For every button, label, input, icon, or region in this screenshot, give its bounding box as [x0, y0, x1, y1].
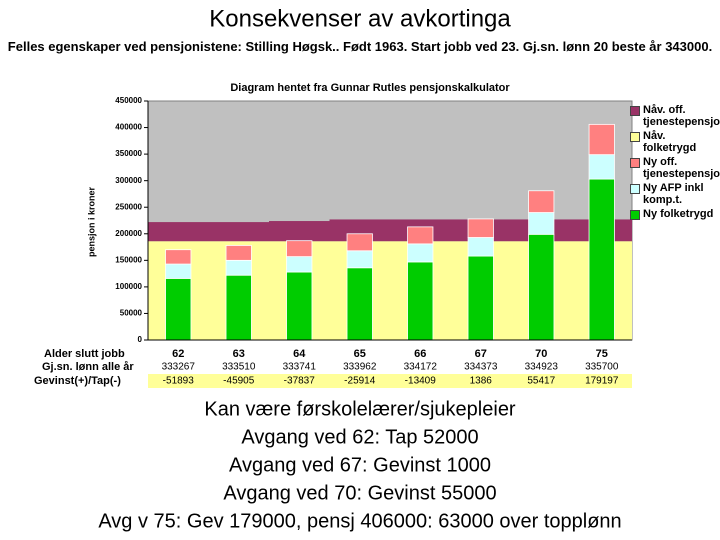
new-bar	[528, 212, 555, 235]
new-bar	[467, 218, 494, 238]
subtitle-box: Felles egenskaper ved pensjonistene: Sti…	[7, 39, 713, 54]
legend-item: Ny folketrygd	[630, 208, 718, 220]
x-tick-label: 65	[354, 348, 366, 360]
table-cell: 334172	[404, 362, 438, 373]
old-bar	[329, 219, 390, 242]
table-cell: -25914	[344, 376, 376, 387]
new-bar	[528, 190, 555, 213]
y-tick-label: 0	[138, 335, 143, 344]
new-bar	[225, 274, 252, 341]
table-row-label: Gj.sn. lønn alle år	[42, 361, 134, 373]
new-bar	[165, 277, 192, 341]
y-tick-label: 250000	[115, 202, 142, 211]
y-tick-label: 350000	[115, 149, 142, 158]
new-bar	[286, 256, 313, 273]
title: Konsekvenser av avkortinga	[209, 5, 511, 32]
x-tick-label: 62	[172, 348, 184, 360]
old-bar	[148, 222, 209, 242]
y-tick-label: 300000	[115, 176, 142, 185]
new-bar	[346, 233, 373, 252]
x-tick-label: 75	[596, 348, 608, 360]
table-cell: 335700	[585, 362, 619, 373]
old-bar	[208, 222, 269, 242]
new-bar	[407, 226, 434, 245]
legend-item: Ny off. tjenestepensjon	[630, 156, 720, 180]
table-cell: 55417	[527, 376, 555, 387]
table-row-label: Gevinst(+)/Tap(-)	[34, 375, 121, 387]
legend-label: Ny folketrygd	[643, 208, 714, 220]
note: Avgang ved 62: Tap 52000	[241, 426, 478, 448]
legend-swatch	[630, 106, 640, 116]
new-bar	[588, 123, 615, 156]
legend-label: Nåv. off. tjenestepensjon	[643, 104, 720, 128]
legend-swatch	[630, 158, 640, 168]
x-tick-label: 63	[233, 348, 245, 360]
new-bar	[588, 178, 615, 341]
legend-item: Nåv. off. tjenestepensjon	[630, 104, 720, 128]
new-bar	[588, 154, 615, 180]
source: Diagram hentet fra Gunnar Rutles pensjon…	[230, 82, 510, 94]
legend-swatch	[630, 132, 640, 142]
new-bar	[225, 245, 252, 261]
table-highlight	[148, 374, 632, 388]
note: Avg v 75: Gev 179000, pensj 406000: 6300…	[98, 510, 621, 532]
table-cell: 333741	[283, 362, 317, 373]
legend-swatch	[630, 184, 640, 194]
subtitle: Felles egenskaper ved pensjonistene: Sti…	[7, 39, 713, 54]
table-cell: 333510	[222, 362, 256, 373]
new-bar	[467, 255, 494, 341]
note: Avgang ved 67: Gevinst 1000	[229, 454, 491, 476]
y-axis-label: pensjon i kroner	[86, 186, 96, 257]
new-bar	[286, 271, 313, 341]
legend-item: Nåv. folketrygd	[630, 130, 718, 154]
y-tick-label: 450000	[115, 96, 142, 105]
new-bar	[165, 249, 192, 265]
legend-label: Nåv. folketrygd	[643, 130, 697, 154]
table-cell: -13409	[405, 376, 437, 387]
y-tick-label: 400000	[115, 123, 142, 132]
x-tick-label: 70	[535, 348, 547, 360]
legend-label: Ny off. tjenestepensjon	[643, 156, 720, 180]
new-bar	[528, 233, 555, 341]
table-cell: 334373	[464, 362, 498, 373]
table-cell: -37837	[284, 376, 316, 387]
legend: Nåv. off. tjenestepensjon Nåv. folketrygd…	[630, 104, 720, 222]
legend-item: Ny AFP inkl komp.t.	[630, 182, 718, 206]
new-bar	[286, 240, 313, 258]
table-cell: 333962	[343, 362, 377, 373]
new-bar	[165, 263, 192, 279]
new-bar	[346, 267, 373, 341]
x-tick-label: 66	[414, 348, 426, 360]
legend-label: Ny AFP inkl komp.t.	[643, 182, 704, 206]
note: Avgang ved 70: Gevinst 55000	[223, 482, 496, 504]
new-bar	[407, 243, 434, 263]
legend-swatch	[630, 210, 640, 220]
y-tick-label: 150000	[115, 255, 142, 264]
x-tick-label: 67	[475, 348, 487, 360]
new-bar	[467, 237, 494, 257]
table-row-label: Alder slutt jobb	[44, 348, 125, 360]
y-tick-label: 50000	[120, 309, 143, 318]
new-bar	[407, 261, 434, 341]
note: Kan være førskolelærer/sjukepleier	[204, 398, 516, 420]
table-cell: -51893	[163, 376, 195, 387]
new-bar	[225, 259, 252, 276]
table-cell: 179197	[585, 376, 619, 387]
y-tick-label: 100000	[115, 282, 142, 291]
x-tick-label: 64	[293, 348, 306, 360]
old-bar	[269, 221, 330, 242]
table-cell: 1386	[470, 376, 493, 387]
new-bar	[346, 250, 373, 269]
y-tick-label: 200000	[115, 229, 142, 238]
table-cell: 334923	[525, 362, 559, 373]
table-cell: -45905	[223, 376, 255, 387]
table-cell: 333267	[162, 362, 196, 373]
